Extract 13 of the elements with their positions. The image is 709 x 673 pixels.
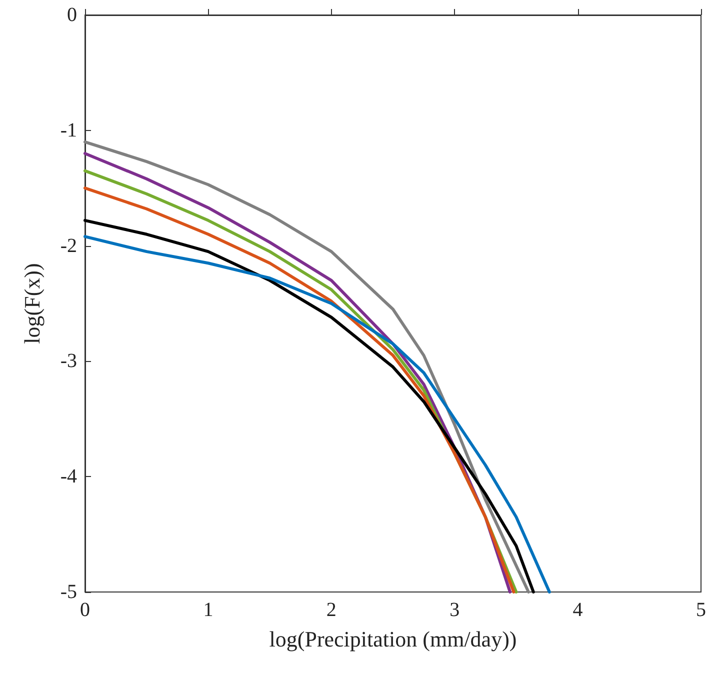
y-tick-label: 0	[67, 4, 77, 26]
y-tick-label: -5	[60, 581, 77, 603]
x-tick-label: 2	[326, 599, 336, 621]
x-axis-title: log(Precipitation (mm/day))	[269, 626, 517, 652]
y-tick-label: -4	[60, 466, 77, 488]
y-tick-label: -3	[60, 350, 77, 372]
y-tick-label: -1	[60, 119, 77, 142]
x-tick-label: 3	[450, 599, 460, 621]
x-tick-label: 1	[203, 599, 214, 621]
y-axis-title: log(F(x))	[20, 263, 44, 344]
x-tick-label: 5	[696, 599, 706, 621]
x-tick-label: 4	[572, 599, 583, 621]
y-tick-label: -2	[60, 234, 77, 257]
